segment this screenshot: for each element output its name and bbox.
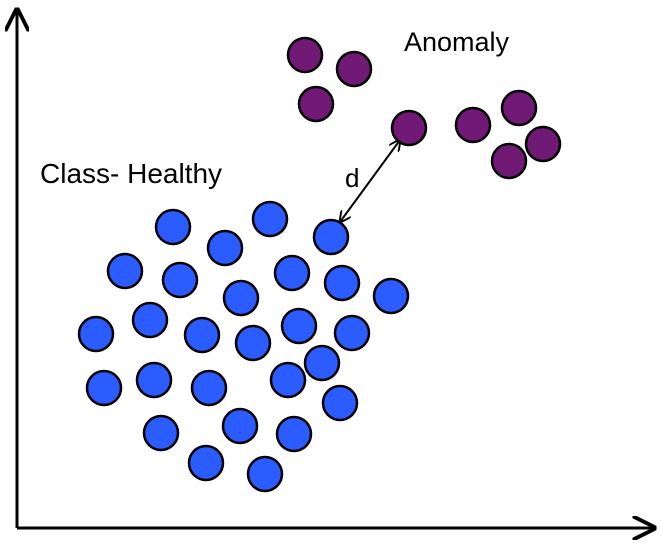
healthy-point (323, 264, 361, 302)
distance-arrow (340, 140, 400, 222)
healthy-point (106, 252, 144, 290)
anomaly-point (390, 109, 428, 147)
healthy-point (333, 314, 371, 352)
distance-label: d (345, 163, 359, 193)
anomaly-point (297, 85, 335, 123)
healthy-point (273, 254, 311, 292)
healthy-point (131, 301, 169, 339)
healthy-point (187, 444, 225, 482)
healthy-point (190, 369, 228, 407)
anomaly-point (454, 106, 492, 144)
healthy-point (275, 415, 313, 453)
healthy-cluster (77, 200, 410, 493)
healthy-point (135, 361, 173, 399)
healthy-point (269, 361, 307, 399)
anomaly-point (490, 142, 528, 180)
healthy-point (161, 261, 199, 299)
healthy-point (321, 384, 359, 422)
healthy-point (221, 407, 259, 445)
healthy-point (372, 277, 410, 315)
anomaly-point (524, 125, 562, 163)
healthy-class-label: Class- Healthy (40, 158, 222, 189)
anomaly-point (500, 89, 538, 127)
healthy-point (280, 307, 318, 345)
anomaly-point (286, 36, 324, 74)
healthy-point (77, 315, 115, 353)
anomaly-point (335, 50, 373, 88)
healthy-point (222, 279, 260, 317)
healthy-point (85, 369, 123, 407)
healthy-point (183, 316, 221, 354)
healthy-point (251, 200, 289, 238)
healthy-point (303, 344, 341, 382)
healthy-point (234, 324, 272, 362)
healthy-point (154, 208, 192, 246)
healthy-point (206, 229, 244, 267)
healthy-point (142, 414, 180, 452)
healthy-point (246, 455, 284, 493)
anomaly-label: Anomaly (404, 27, 510, 57)
healthy-point (312, 218, 350, 256)
anomaly-cluster (286, 36, 562, 180)
